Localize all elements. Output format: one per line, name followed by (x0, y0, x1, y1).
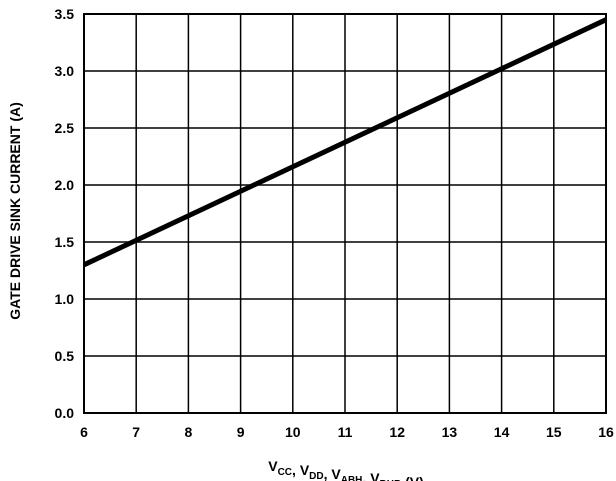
y-tick-label: 3.5 (55, 6, 75, 22)
x-tick-label: 8 (185, 424, 193, 440)
y-tick-label: 3.0 (55, 63, 75, 79)
y-axis-label: GATE DRIVE SINK CURRENT (A) (7, 102, 23, 320)
x-tick-label: 7 (132, 424, 140, 440)
x-tick-label: 11 (338, 424, 353, 440)
chart-series (82, 17, 608, 268)
x-axis-label: VCC, VDD, VABH, VBHB (V) (268, 458, 424, 481)
x-tick-labels: 6 7 8 9 10 11 12 13 14 15 16 (80, 424, 614, 440)
x-tick-label: 6 (80, 424, 88, 440)
y-tick-label: 2.0 (55, 177, 75, 193)
y-tick-label: 0.0 (55, 405, 75, 421)
x-tick-label: 16 (598, 424, 614, 440)
x-tick-label: 12 (389, 424, 405, 440)
y-tick-label: 2.5 (55, 120, 75, 136)
y-tick-labels: 0.0 0.5 1.0 1.5 2.0 2.5 3.0 3.5 (55, 6, 75, 421)
y-tick-label: 1.5 (55, 234, 75, 250)
x-tick-label: 15 (546, 424, 562, 440)
plot-frame (83, 13, 607, 414)
x-tick-label: 14 (494, 424, 510, 440)
chart-grid (83, 13, 607, 414)
x-tick-label: 10 (285, 424, 301, 440)
x-tick-label: 13 (442, 424, 458, 440)
x-tick-label: 9 (237, 424, 245, 440)
series-line (82, 17, 608, 268)
y-tick-label: 0.5 (55, 348, 75, 364)
y-tick-label: 1.0 (55, 291, 75, 307)
